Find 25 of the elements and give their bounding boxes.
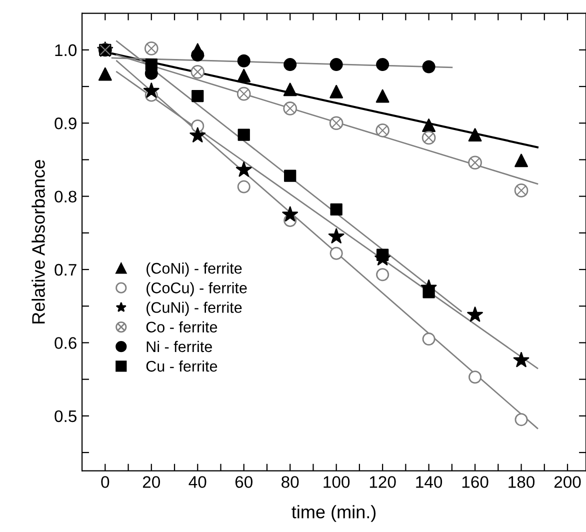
legend-label: (CuNi) - ferrite: [146, 302, 242, 316]
x-tick-label: 100: [324, 476, 350, 488]
legend-label: (CoNi) - ferrite: [146, 262, 242, 277]
y-tick-label: 0.8: [54, 190, 76, 203]
y-axis-title: Relative Absorbance: [32, 160, 45, 324]
x-tick-label: 160: [462, 476, 488, 488]
x-tick-label: 40: [188, 476, 206, 488]
y-tick-label: 0.9: [54, 118, 76, 130]
y-tick-label: 0.5: [54, 410, 76, 422]
x-tick-label: 80: [282, 476, 299, 488]
x-tick-label: 0: [101, 476, 110, 488]
legend-label: (CoCu) - ferrite: [146, 282, 247, 296]
legend-label: Co - ferrite: [146, 321, 218, 333]
x-tick-label: 200: [554, 476, 581, 488]
x-axis-title: time (min.): [292, 505, 376, 522]
y-tick-label: 1.0: [55, 44, 77, 56]
legend-label: Ni - ferrite: [146, 340, 212, 352]
x-tick-label: 60: [235, 476, 252, 488]
x-tick-label: 140: [416, 476, 442, 488]
legend-label: Cu - ferrite: [146, 360, 218, 372]
x-tick-label: 20: [142, 476, 160, 488]
y-tick-label: 0.6: [54, 337, 76, 349]
y-tick-label: 0.7: [54, 264, 76, 276]
x-tick-label: 180: [508, 476, 535, 488]
x-tick-label: 120: [370, 476, 396, 488]
